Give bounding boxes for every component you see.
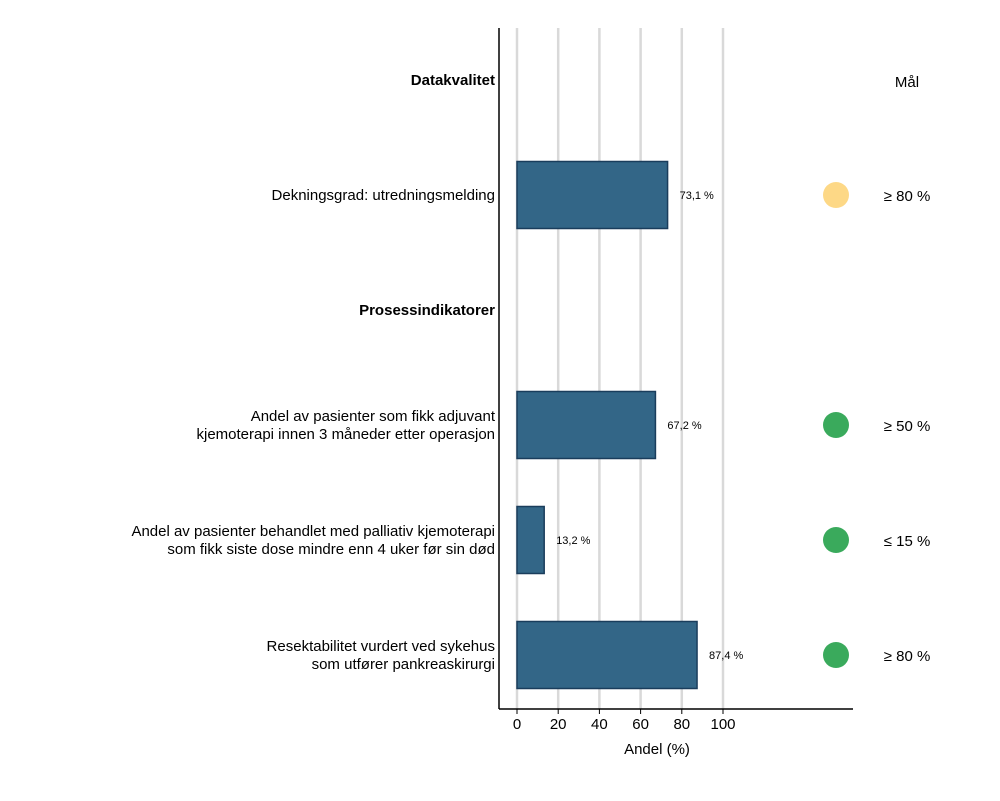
data-label: 87,4 % [709, 650, 743, 662]
category-label: Resektabilitet vurdert ved sykehus [267, 638, 495, 655]
category-label: som fikk siste dose mindre enn 4 uker fø… [167, 541, 495, 558]
status-indicator-dot [823, 412, 849, 438]
x-tick-label: 40 [591, 716, 608, 733]
bar [516, 620, 698, 690]
category-label: Dekningsgrad: utredningsmelding [272, 187, 495, 204]
grid-lines [515, 28, 725, 709]
bar [516, 390, 657, 460]
data-label: 13,2 % [556, 535, 590, 547]
x-tick-label: 80 [673, 716, 690, 733]
axes [498, 28, 853, 710]
status-indicator-dot [823, 182, 849, 208]
data-label: 73,1 % [680, 190, 714, 202]
x-tick-label: 100 [710, 716, 735, 733]
bar [516, 160, 669, 230]
x-tick-label: 20 [550, 716, 567, 733]
x-axis-title: Andel (%) [624, 741, 690, 758]
category-label: Andel av pasienter som fikk adjuvant [251, 408, 496, 425]
bars [516, 160, 698, 690]
x-tick-label: 0 [513, 716, 521, 733]
bar [516, 505, 545, 575]
status-indicator-dot [823, 642, 849, 668]
goal-label: ≥ 80 % [884, 648, 931, 665]
x-tick-label: 60 [632, 716, 649, 733]
goal-label: ≥ 80 % [884, 188, 931, 205]
labels: 0 20 40 60 80 100 Datakvalitet Dekningsgrad: ut… [131, 72, 930, 733]
section-label: Prosessindikatorer [359, 302, 495, 319]
goal-label: ≥ 50 % [884, 418, 931, 435]
goal-label: ≤ 15 % [884, 533, 931, 550]
category-label: som utfører pankreaskirurgi [312, 656, 495, 673]
data-label: 67,2 % [667, 420, 701, 432]
status-indicator-dot [823, 527, 849, 553]
category-label: kjemoterapi innen 3 måneder etter operas… [196, 426, 495, 443]
category-label: Andel av pasienter behandlet med palliat… [131, 523, 495, 540]
goal-header: Mål [895, 74, 919, 91]
section-label: Datakvalitet [411, 72, 495, 89]
